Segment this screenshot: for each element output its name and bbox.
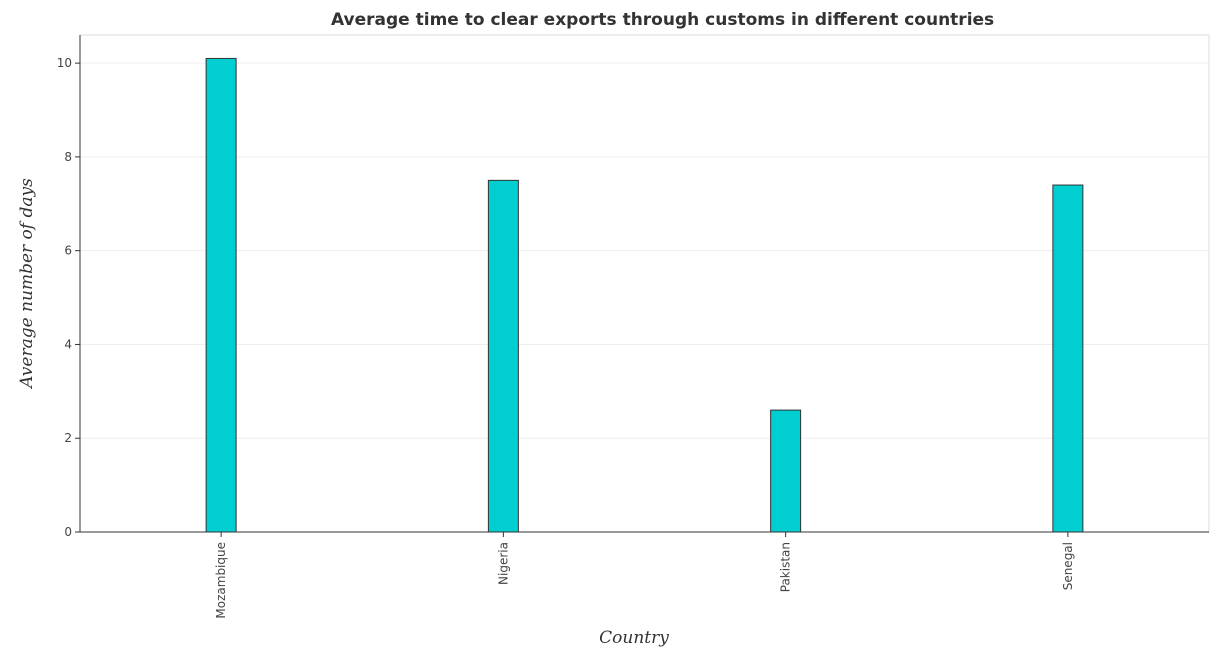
gridlines (80, 62, 1209, 533)
x-axis-ticks: Mozambique Nigeria Pakistan Senegal (214, 532, 1075, 619)
bars (205, 57, 1084, 533)
y-tick-label: 10 (57, 56, 72, 70)
x-axis-label: Country (599, 628, 669, 648)
bar-senegal (1052, 184, 1084, 533)
x-tick-label: Mozambique (214, 542, 228, 619)
y-axis-label: Average number of days (17, 178, 37, 390)
y-tick-label: 8 (64, 150, 72, 164)
bar-pakistan (770, 409, 802, 533)
y-tick-label: 0 (64, 525, 72, 539)
y-axis-ticks: 0 2 4 6 8 10 (57, 56, 80, 539)
x-tick-label: Nigeria (496, 542, 510, 585)
y-tick-label: 4 (64, 337, 72, 351)
y-tick-label: 6 (64, 244, 72, 258)
y-tick-label: 2 (64, 431, 72, 445)
plot-frame (79, 34, 1210, 533)
chart-title: Average time to clear exports through cu… (331, 10, 994, 30)
x-tick-label: Senegal (1061, 542, 1075, 590)
bar-mozambique (205, 57, 237, 533)
bar-nigeria (487, 179, 519, 533)
x-tick-label: Pakistan (779, 542, 793, 592)
